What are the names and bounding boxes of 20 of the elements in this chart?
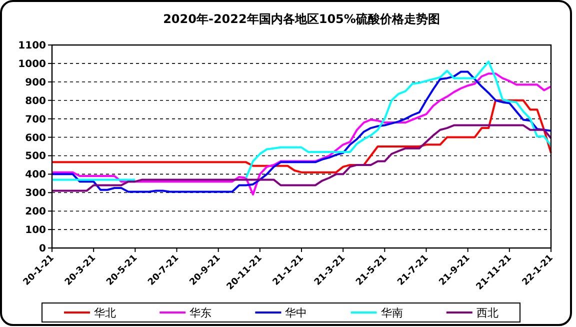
- y-tick-label: 0: [39, 244, 46, 254]
- line-series: [51, 124, 552, 192]
- legend-label: 华南: [380, 306, 403, 320]
- line-series: [51, 99, 552, 174]
- legend-label: 西北: [476, 306, 498, 320]
- y-tick-label: 400: [25, 170, 46, 181]
- y-tick-label: 900: [25, 77, 46, 88]
- chart-title: 2020年-2022年国内各地区105%硫酸价格走势图: [163, 12, 440, 26]
- legend-label: 华北: [94, 306, 116, 320]
- y-tick-label: 700: [25, 114, 46, 126]
- y-tick-label: 1100: [18, 40, 46, 52]
- y-tick-label: 300: [25, 188, 46, 200]
- legend-label: 华东: [190, 306, 212, 320]
- y-tick-label: 200: [25, 206, 46, 218]
- y-tick-label: 500: [25, 151, 46, 162]
- y-tick-label: 600: [25, 132, 46, 144]
- y-tick-label: 800: [25, 96, 46, 107]
- y-tick-label: 1000: [18, 58, 46, 70]
- legend-label: 华中: [285, 306, 308, 320]
- y-tick-label: 100: [25, 225, 46, 236]
